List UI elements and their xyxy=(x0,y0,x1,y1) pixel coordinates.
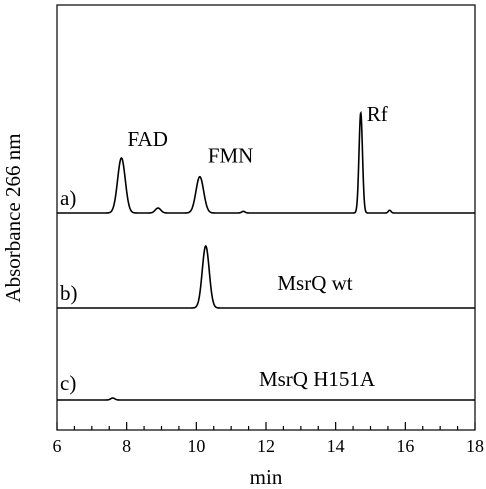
trace-3-line xyxy=(57,397,475,401)
x-axis-ticks: 6 8 10 12 14 16 18 xyxy=(53,422,484,456)
peak-label-rf: Rf xyxy=(367,102,388,126)
x-axis-title: min xyxy=(250,465,283,489)
trace-label: c) xyxy=(60,371,76,395)
x-tick-label: 14 xyxy=(327,436,345,456)
x-tick-label: 10 xyxy=(187,436,205,456)
trace-label: a) xyxy=(60,186,76,210)
peak-label-fmn: FMN xyxy=(208,144,254,168)
series-annotation: MsrQ H151A xyxy=(259,367,376,391)
y-axis-title: Absorbance 266 nm xyxy=(1,133,25,302)
x-tick-label: 8 xyxy=(122,436,131,456)
trace-label: b) xyxy=(60,281,78,305)
traces xyxy=(57,110,475,401)
x-tick-label: 18 xyxy=(466,436,484,456)
x-tick-label: 16 xyxy=(396,436,414,456)
series-annotation: MsrQ wt xyxy=(277,271,352,295)
trace-1-line xyxy=(57,110,475,214)
peak-label-fad: FAD xyxy=(127,127,167,151)
trace-2-line xyxy=(57,245,475,309)
x-tick-label: 12 xyxy=(257,436,275,456)
x-tick-label: 6 xyxy=(53,436,62,456)
annotations: a) FAD FMN Rf b) MsrQ wt c) MsrQ H151A xyxy=(60,102,388,395)
